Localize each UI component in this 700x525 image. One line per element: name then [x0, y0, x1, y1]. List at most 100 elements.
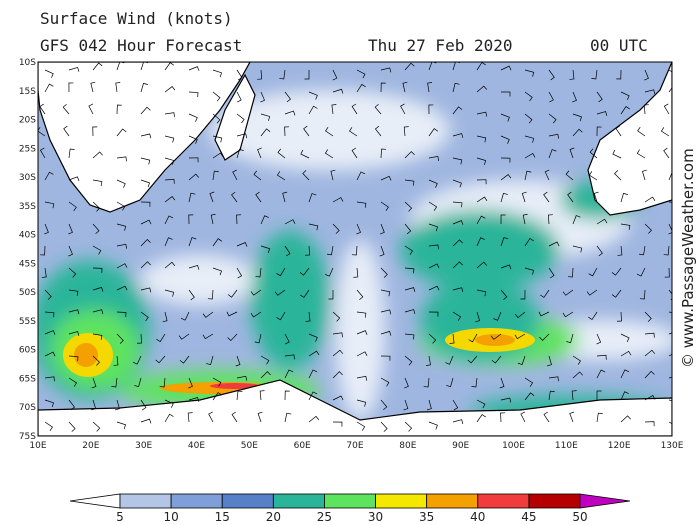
- wind-barb: [236, 113, 245, 124]
- wind-barb: [356, 351, 368, 357]
- wind-barb: [404, 333, 415, 340]
- wind-barb: [500, 113, 510, 122]
- colorbar-low: [69, 493, 121, 509]
- wind-barb: [380, 330, 392, 336]
- wind-barb: [588, 267, 598, 277]
- wind-barb: [208, 411, 214, 423]
- wind-barb: [254, 333, 262, 344]
- latitude-label: 35S: [19, 202, 36, 212]
- wind-barb: [276, 171, 286, 181]
- wind-barb: [380, 421, 388, 432]
- wind-barb: [179, 355, 190, 364]
- wind-barb: [380, 377, 390, 387]
- wind-barb: [250, 289, 262, 296]
- wind-barb: [308, 223, 319, 231]
- wind-barb: [236, 267, 243, 279]
- wind-barb: [468, 333, 478, 343]
- wind-barb: [356, 289, 364, 301]
- wind-barb: [235, 355, 241, 367]
- wind-barb: [620, 391, 629, 401]
- wind-barb: [617, 311, 622, 322]
- wind-barb: [212, 135, 223, 143]
- wind-barb: [212, 69, 222, 78]
- wind-barb: [226, 311, 238, 317]
- wind-barb: [209, 191, 215, 203]
- wind-barb: [664, 267, 670, 278]
- wind-barb: [426, 355, 431, 366]
- wind-barb: [356, 311, 367, 318]
- wind-barb: [332, 395, 344, 401]
- colorbar-label: 10: [163, 510, 178, 524]
- wind-barb: [178, 333, 190, 340]
- wind-barb: [92, 179, 103, 186]
- wind-barb: [134, 377, 142, 388]
- wind-barb: [164, 215, 174, 225]
- colorbar-segment: [221, 493, 274, 509]
- wind-barb: [520, 411, 526, 423]
- wind-barb: [471, 377, 478, 388]
- wind-barb: [548, 267, 555, 279]
- wind-barb: [572, 371, 583, 379]
- wind-barb: [476, 215, 486, 225]
- wind-barb: [500, 65, 512, 71]
- wind-barb: [611, 289, 622, 298]
- wind-barb: [92, 62, 103, 71]
- wind-barb: [380, 201, 389, 211]
- wind-barb: [44, 171, 54, 181]
- wind-barb: [547, 214, 553, 225]
- wind-barb: [236, 69, 243, 81]
- wind-barb: [284, 126, 290, 137]
- wind-barb: [663, 103, 670, 115]
- wind-barb: [476, 399, 486, 409]
- wind-barb: [543, 411, 550, 423]
- wind-barb: [308, 105, 318, 115]
- wind-barb: [304, 69, 310, 80]
- colorbar-label: 35: [419, 510, 434, 524]
- wind-barb: [155, 355, 166, 364]
- wind-barb: [404, 309, 416, 314]
- wind-barb: [524, 135, 535, 143]
- wind-barb: [92, 333, 103, 340]
- wind-barb: [92, 151, 103, 159]
- wind-barb: [91, 399, 97, 411]
- wind-barb: [164, 86, 176, 93]
- wind-barb: [260, 91, 265, 103]
- wind-barb: [162, 311, 168, 323]
- latitude-label: 50S: [19, 288, 36, 298]
- wind-barb: [596, 126, 602, 137]
- wind-barb: [140, 399, 147, 411]
- colorbar-label: 20: [266, 510, 281, 524]
- wind-barb: [589, 148, 598, 159]
- wind-barb: [476, 157, 487, 165]
- wind-barb: [374, 125, 382, 137]
- wind-barb: [132, 355, 142, 365]
- wind-barb: [44, 330, 56, 335]
- wind-barb: [356, 69, 366, 79]
- wind-barb: [500, 237, 509, 247]
- wind-barb: [164, 289, 175, 297]
- wind-barb: [284, 110, 296, 116]
- colorbar-segment: [426, 493, 479, 509]
- wind-barb: [569, 411, 575, 423]
- wind-barb: [188, 157, 199, 163]
- wind-barb: [428, 156, 439, 161]
- wind-barb: [636, 267, 646, 277]
- wind-barb: [308, 369, 318, 379]
- wind-barb: [446, 377, 454, 388]
- wind-barb: [260, 128, 271, 137]
- wind-barb: [572, 245, 583, 253]
- wind-barb: [236, 242, 248, 247]
- wind-barb: [115, 82, 121, 93]
- wind-barb: [569, 147, 575, 159]
- wind-barb: [308, 415, 320, 423]
- wind-barb: [639, 245, 646, 256]
- wind-barb: [276, 267, 286, 277]
- wind-barb: [620, 106, 630, 115]
- wind-barb: [620, 223, 631, 230]
- wind-barb: [596, 91, 603, 103]
- latitude-label: 60S: [19, 346, 36, 356]
- wind-barb: [116, 333, 124, 344]
- wind-barb: [332, 223, 340, 234]
- wind-barb: [299, 267, 310, 276]
- wind-barb: [452, 220, 464, 225]
